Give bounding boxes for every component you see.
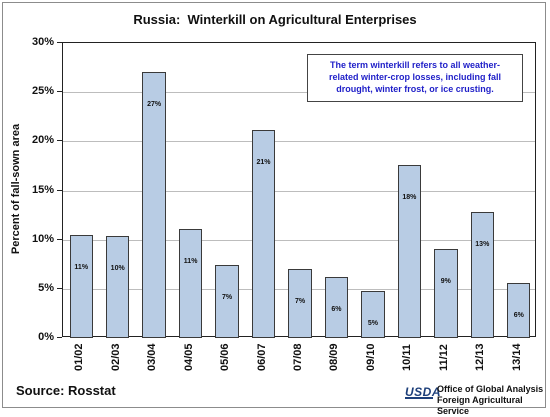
y-tick-label: 10% — [31, 232, 54, 245]
bar-12-13 — [470, 212, 494, 338]
x-tick-label: 06/07 — [255, 343, 268, 371]
bar-data-label: 6% — [331, 306, 342, 314]
x-tick-label: 08/09 — [328, 343, 341, 371]
chart-frame — [2, 2, 546, 408]
y-tick-label: 5% — [38, 281, 54, 294]
agency-line: Office of Global Analysis — [437, 384, 544, 394]
bar-data-label: 11% — [183, 257, 198, 265]
gridline — [63, 141, 535, 143]
bar-06-07 — [251, 129, 276, 338]
gridline — [63, 190, 535, 192]
bar-data-label: 5% — [367, 319, 378, 327]
agency-name: Office of Global Analysis Foreign Agricu… — [437, 384, 550, 417]
x-tick-label: 04/05 — [182, 343, 195, 371]
note-line: drought, winter frost, or ice crusting. — [336, 84, 494, 94]
bar-data-label: 27% — [147, 100, 162, 108]
y-tick-mark — [57, 337, 62, 338]
bar-03-04 — [142, 71, 166, 338]
bar-data-label: 7% — [222, 294, 233, 302]
y-tick-mark — [57, 189, 62, 191]
bar-10-11 — [397, 164, 422, 338]
y-tick-label: 30% — [31, 36, 54, 48]
agency-line: Foreign Agricultural Service — [437, 395, 523, 416]
bar-04-05 — [178, 228, 203, 338]
bar-data-label: 6% — [513, 311, 524, 319]
x-tick-label: 07/08 — [292, 343, 304, 371]
bar-02-03 — [106, 235, 130, 338]
chart-title: Russia: Winterkill on Agricultural Enter… — [133, 12, 417, 27]
usda-logo-underline — [405, 397, 433, 399]
y-tick-mark — [57, 287, 62, 289]
x-tick-label: 11/12 — [437, 344, 450, 371]
y-tick-label: 25% — [31, 85, 54, 98]
x-tick-label: 03/04 — [146, 343, 159, 371]
x-tick-label: 02/03 — [109, 343, 122, 371]
y-tick-mark — [57, 91, 62, 93]
x-tick-label: 01/02 — [73, 343, 86, 371]
winterkill-definition-note: The term winterkill refers to all weathe… — [307, 54, 523, 102]
x-tick-label: 13/14 — [510, 343, 523, 371]
bar-data-label: 21% — [256, 158, 271, 166]
bar-11-12 — [434, 248, 458, 338]
x-tick-label: 10/11 — [401, 344, 414, 371]
bar-data-label: 10% — [110, 264, 125, 272]
gridline — [63, 92, 535, 94]
note-line: related winter-crop losses, including fa… — [328, 72, 502, 82]
usda-logo: USDA — [405, 385, 442, 399]
bar-13-14 — [507, 282, 531, 338]
x-tick-label: 05/06 — [219, 343, 232, 371]
x-tick-label: 09/10 — [364, 343, 377, 371]
bar-01-02 — [69, 234, 93, 338]
source-note: Source: Rosstat — [16, 383, 116, 398]
bar-data-label: 18% — [402, 193, 417, 201]
bar-data-label: 13% — [475, 241, 490, 249]
y-tick-mark — [57, 238, 62, 240]
bar-data-label: 7% — [294, 298, 306, 306]
gridline — [63, 239, 535, 241]
bar-08-09 — [324, 277, 349, 338]
note-line: The term winterkill refers to all weathe… — [329, 60, 501, 70]
x-tick-label: 12/13 — [474, 343, 487, 371]
y-tick-mark — [57, 42, 62, 43]
y-tick-label: 15% — [31, 183, 54, 196]
bar-09-10 — [361, 290, 385, 338]
bar-05-06 — [215, 265, 239, 338]
y-tick-label: 20% — [31, 134, 54, 147]
bar-07-08 — [288, 269, 312, 338]
y-tick-mark — [57, 140, 62, 142]
bar-data-label: 9% — [440, 277, 451, 285]
y-tick-label: 0% — [38, 331, 54, 343]
bar-data-label: 11% — [74, 263, 89, 271]
